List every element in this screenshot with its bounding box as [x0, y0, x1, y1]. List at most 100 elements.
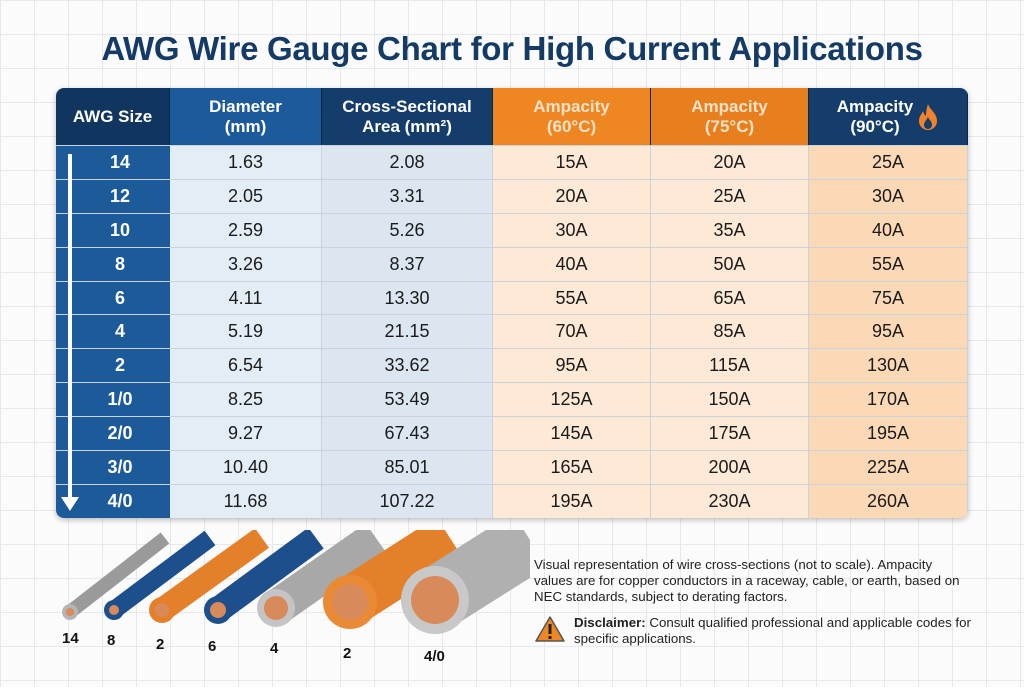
header-label: Cross-Sectional Area (mm²) — [342, 96, 472, 136]
note-text: Visual representation of wire cross-sect… — [534, 557, 960, 604]
wire-illustration — [62, 530, 530, 634]
cell-area: 85.01 — [322, 451, 493, 484]
cell-diameter: 1.63 — [170, 146, 322, 179]
cell-awg-size: 14 — [56, 146, 170, 179]
wire-8 — [104, 530, 216, 620]
cell-diameter: 5.19 — [170, 315, 322, 349]
cell-ampacity-90: 40A — [809, 213, 968, 247]
cell-ampacity-60: 55A — [493, 281, 651, 315]
header-label: Ampacity (90°C) — [836, 96, 914, 136]
cell-diameter: 4.11 — [170, 281, 322, 315]
wire-label: 14 — [62, 630, 79, 647]
cell-diameter: 2.05 — [170, 179, 322, 213]
cell-area: 21.15 — [322, 315, 493, 349]
header-label: Diameter (mm) — [209, 96, 282, 136]
cell-awg-size: 6 — [56, 281, 170, 315]
cell-diameter: 11.68 — [170, 484, 322, 518]
disclaimer-text: Disclaimer: Consult qualified profession… — [574, 615, 971, 646]
cell-area: 3.31 — [322, 179, 493, 213]
header-diameter: Diameter (mm) — [170, 88, 322, 145]
cell-diameter: 2.59 — [170, 213, 322, 247]
cell-ampacity-75: 35A — [651, 213, 809, 247]
cell-ampacity-75: 175A — [651, 417, 809, 451]
cell-ampacity-60: 195A — [493, 484, 651, 518]
cell-area: 5.26 — [322, 213, 493, 247]
header-label: AWG Size — [72, 106, 153, 126]
wire-4 — [257, 530, 387, 627]
table-row: 4 5.19 21.15 70A 85A 95A — [56, 314, 968, 349]
cell-ampacity-90: 225A — [809, 451, 968, 484]
header-ampacity-75: Ampacity (75°C) — [651, 88, 809, 145]
cell-ampacity-60: 165A — [493, 451, 651, 484]
wire-label: 8 — [107, 632, 116, 649]
cell-ampacity-90: 260A — [809, 484, 968, 518]
wire-4-0 — [401, 530, 530, 634]
cell-area: 8.37 — [322, 247, 493, 281]
cell-awg-size: 1/0 — [56, 383, 170, 417]
cell-ampacity-75: 20A — [651, 146, 809, 179]
header-area: Cross-Sectional Area (mm²) — [322, 88, 493, 145]
header-label: Ampacity (60°C) — [533, 96, 610, 136]
table-header: AWG Size Diameter (mm) Cross-Sectional Are… — [56, 88, 968, 145]
cell-ampacity-90: 25A — [809, 146, 968, 179]
cell-area: 67.43 — [322, 417, 493, 451]
header-awg: AWG Size — [56, 88, 170, 145]
disclaimer: Disclaimer: Consult qualified profession… — [534, 615, 974, 647]
header-ampacity-60: Ampacity (60°C) — [493, 88, 651, 145]
page-title: AWG Wire Gauge Chart for High Current Ap… — [101, 30, 923, 67]
table-row: 14 1.63 2.08 15A 20A 25A — [56, 145, 968, 179]
wire-label: 4 — [270, 640, 279, 657]
wire-2-orange — [149, 530, 270, 623]
wire-label: 6 — [208, 638, 217, 655]
cell-ampacity-75: 85A — [651, 315, 809, 349]
wire-label: 4/0 — [424, 648, 445, 665]
cell-ampacity-90: 170A — [809, 383, 968, 417]
cell-ampacity-75: 50A — [651, 247, 809, 281]
cell-ampacity-60: 95A — [493, 349, 651, 383]
cell-ampacity-90: 30A — [809, 179, 968, 213]
cell-ampacity-60: 145A — [493, 417, 651, 451]
wire-label: 2 — [343, 645, 352, 662]
table-row: 8 3.26 8.37 40A 50A 55A — [56, 246, 968, 281]
cell-ampacity-75: 25A — [651, 179, 809, 213]
table-body: 14 1.63 2.08 15A 20A 25A 12 2.05 3.31 20A 25A 30A 10… — [56, 145, 968, 518]
cell-ampacity-75: 115A — [651, 349, 809, 383]
cell-ampacity-75: 150A — [651, 383, 809, 417]
wire-14 — [62, 532, 170, 620]
cell-ampacity-90: 55A — [809, 247, 968, 281]
cell-diameter: 6.54 — [170, 349, 322, 383]
cell-awg-size: 8 — [56, 247, 170, 281]
cell-awg-size: 2 — [56, 349, 170, 383]
cell-area: 33.62 — [322, 349, 493, 383]
cell-awg-size: 3/0 — [56, 451, 170, 484]
header-ampacity-90: Ampacity (90°C) — [809, 88, 968, 145]
cell-ampacity-60: 20A — [493, 179, 651, 213]
table-row: 3/0 10.40 85.01 165A 200A 225A — [56, 450, 968, 484]
header-label: Ampacity (75°C) — [691, 96, 768, 136]
cell-area: 13.30 — [322, 281, 493, 315]
cell-ampacity-75: 230A — [651, 484, 809, 518]
cell-ampacity-60: 125A — [493, 383, 651, 417]
cell-ampacity-90: 95A — [809, 315, 968, 349]
table-row: 1/0 8.25 53.49 125A 150A 170A — [56, 382, 968, 417]
cell-ampacity-90: 195A — [809, 417, 968, 451]
table-row: 10 2.59 5.26 30A 35A 40A — [56, 212, 968, 247]
cell-ampacity-60: 30A — [493, 213, 651, 247]
cell-ampacity-60: 15A — [493, 146, 651, 179]
warning-icon — [535, 616, 565, 642]
cell-area: 53.49 — [322, 383, 493, 417]
cell-area: 2.08 — [322, 146, 493, 179]
cell-ampacity-60: 70A — [493, 315, 651, 349]
cell-awg-size: 2/0 — [56, 417, 170, 451]
cell-diameter: 8.25 — [170, 383, 322, 417]
cell-diameter: 3.26 — [170, 247, 322, 281]
cell-ampacity-75: 200A — [651, 451, 809, 484]
cell-area: 107.22 — [322, 484, 493, 518]
wire-label: 2 — [156, 636, 165, 653]
cell-awg-size: 4 — [56, 315, 170, 349]
table-row: 12 2.05 3.31 20A 25A 30A — [56, 178, 968, 213]
cell-ampacity-90: 130A — [809, 349, 968, 383]
cell-ampacity-75: 65A — [651, 281, 809, 315]
awg-table: AWG Size Diameter (mm) Cross-Sectional Are… — [56, 88, 968, 518]
cell-ampacity-60: 40A — [493, 247, 651, 281]
